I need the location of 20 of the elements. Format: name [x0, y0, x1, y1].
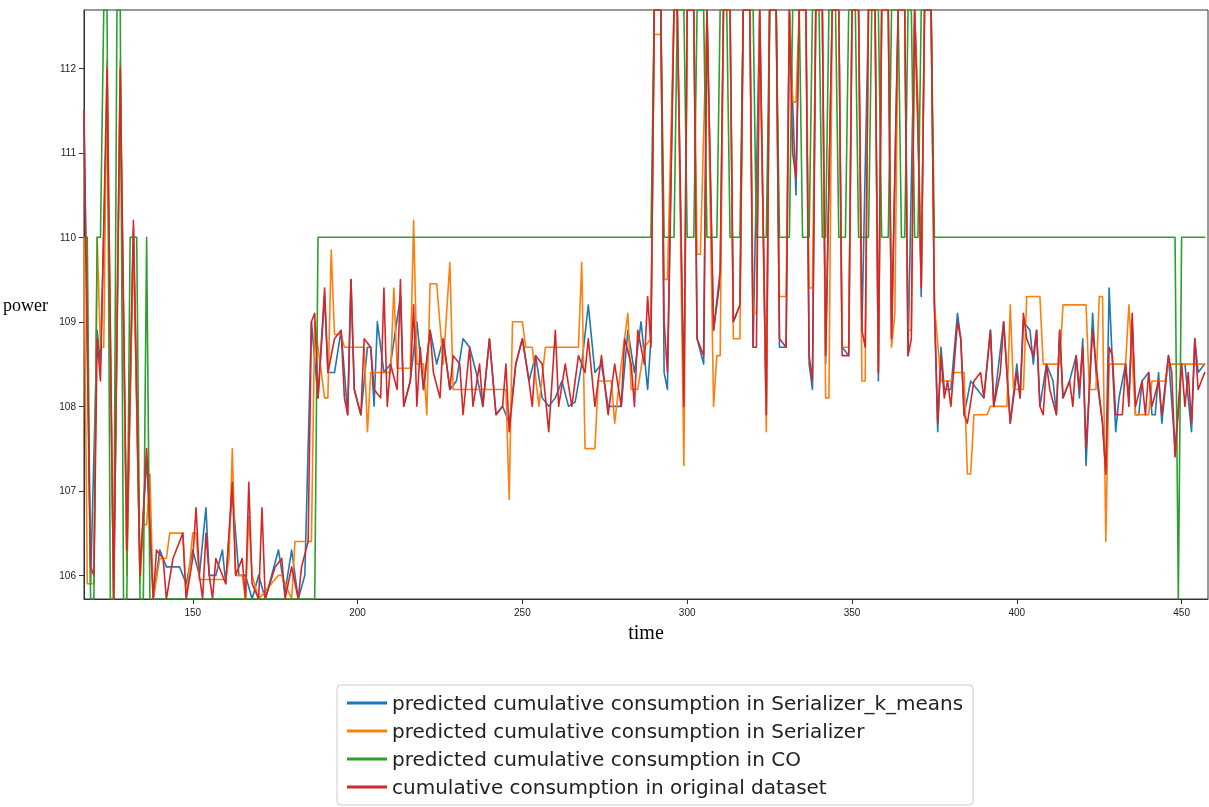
- x-tick-label: 400: [1008, 606, 1026, 618]
- x-tick-label: 450: [1173, 606, 1191, 618]
- y-tick-label: 112: [60, 62, 77, 74]
- y-tick-label: 107: [59, 485, 77, 497]
- legend-label: predicted cumulative consumption in Serializer_k_means: [392, 691, 964, 715]
- x-tick-label: 300: [678, 606, 696, 618]
- legend-label: cumulative consumption in original dataset: [392, 775, 827, 799]
- y-tick-label: 106: [59, 569, 77, 581]
- x-tick-label: 250: [514, 606, 532, 618]
- x-tick-label: 350: [843, 606, 861, 618]
- y-tick-label: 110: [60, 231, 77, 243]
- x-axis-title: time: [628, 620, 664, 643]
- y-axis-title: power: [3, 294, 48, 315]
- y-tick-label: 108: [59, 400, 77, 412]
- x-tick-label: 200: [349, 606, 367, 618]
- legend-label: predicted cumulative consumption in CO: [392, 747, 801, 771]
- y-tick-label: 109: [59, 316, 77, 328]
- y-tick-label: 111: [60, 147, 77, 159]
- x-tick-label: 150: [184, 606, 202, 618]
- legend-label: predicted cumulative consumption in Serializer: [392, 719, 866, 743]
